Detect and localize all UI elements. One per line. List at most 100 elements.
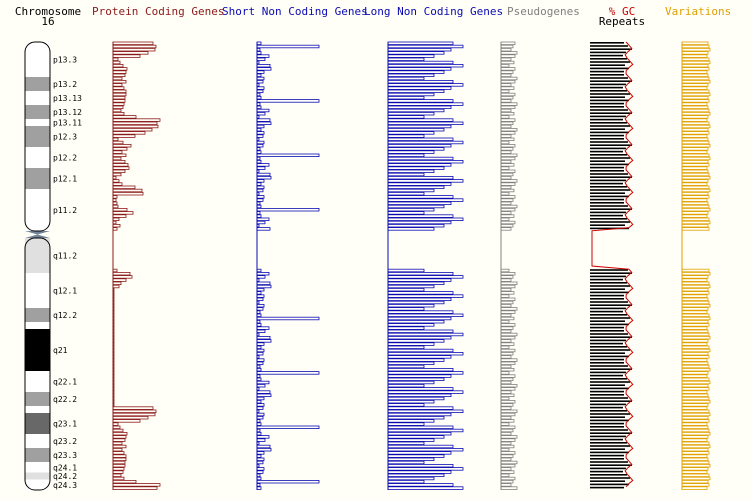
long_nc-bar — [387, 300, 445, 305]
short_nc-bar — [256, 188, 264, 193]
protein-bar — [112, 278, 127, 282]
protein-bar — [112, 166, 130, 170]
protein-bar — [112, 387, 115, 391]
pseudo-bar — [500, 470, 515, 474]
pseudo-bar — [500, 486, 518, 490]
short_nc-bar — [256, 470, 264, 474]
pseudogenes-header: Pseudogenes — [507, 5, 580, 18]
band-label-p11-2: p11.2 — [53, 206, 77, 215]
pseudo-bar — [500, 156, 516, 161]
short_nc-bar — [256, 457, 265, 461]
protein-bar — [112, 140, 124, 145]
repeats-bar — [590, 179, 626, 182]
repeats-bar — [590, 285, 630, 287]
protein-bar — [112, 380, 115, 385]
pseudo-bar — [500, 329, 512, 333]
short_nc-bar — [256, 185, 265, 189]
protein-bar — [112, 179, 120, 183]
variations-bar — [681, 431, 711, 436]
protein-bar — [112, 195, 118, 199]
short_nc-bar — [256, 361, 264, 365]
repeats-bar — [590, 454, 624, 457]
variations-bar — [681, 134, 708, 138]
variations-bar — [681, 70, 708, 74]
short_nc-bar — [256, 137, 260, 141]
repeats-bar — [590, 221, 630, 223]
protein-bar — [112, 159, 126, 164]
variations-bar — [681, 300, 710, 305]
repeats-bar — [590, 429, 628, 431]
repeats-bar — [590, 122, 627, 124]
short_nc-bar — [256, 214, 262, 218]
band-label-q12-2: q12.2 — [53, 311, 77, 320]
protein-bar — [112, 422, 119, 426]
short_nc-bar — [256, 86, 265, 90]
long_nc-bar — [387, 460, 425, 465]
short_nc-bar — [256, 486, 262, 490]
variations-bar — [681, 64, 709, 68]
repeats-bar — [590, 406, 623, 409]
band-label-p13-2: p13.2 — [53, 80, 77, 89]
pseudo-bar — [500, 387, 516, 391]
pseudo-bar — [500, 73, 512, 77]
variations-bar — [681, 73, 709, 77]
variations-bar — [681, 319, 709, 324]
repeats-bar — [590, 208, 632, 210]
long_nc-bar — [387, 115, 425, 119]
short_nc-bar — [256, 124, 265, 129]
short_nc-bar — [256, 83, 260, 87]
long_nc-bar — [387, 185, 445, 189]
long_nc-bar — [387, 358, 445, 362]
pseudo-bar — [500, 175, 512, 180]
repeats-bar — [590, 419, 629, 422]
repeats-bar — [590, 275, 626, 278]
variations-bar — [681, 297, 709, 301]
repeats-bar — [590, 349, 630, 351]
variations-bar — [681, 425, 709, 429]
long_nc-bar — [387, 454, 445, 458]
repeats-bar — [590, 109, 628, 111]
long_nc-bar — [387, 326, 425, 330]
variations-bar — [681, 112, 711, 116]
short_nc-bar — [256, 358, 265, 362]
repeats-bar — [590, 157, 630, 159]
long_nc-bar — [387, 447, 464, 452]
variations-bar — [681, 102, 708, 106]
pseudo-bar — [500, 451, 516, 455]
repeats-bar — [590, 154, 627, 156]
protein-bar — [112, 467, 125, 471]
protein-track — [112, 41, 161, 490]
short_nc-bar — [256, 409, 260, 413]
variations-bar — [681, 326, 708, 330]
variations-bar — [681, 268, 710, 273]
repeats-bar — [590, 448, 625, 450]
pseudo-bar — [500, 444, 515, 449]
long_nc-bar — [387, 83, 464, 87]
long_nc-bar — [387, 281, 445, 285]
short_nc-bar — [256, 399, 262, 404]
variations-bar — [681, 54, 708, 58]
protein-bar — [112, 399, 115, 404]
pseudo-bar — [500, 179, 518, 183]
protein-bar — [112, 131, 146, 135]
variations-bar — [681, 463, 711, 468]
protein-bar — [112, 460, 126, 465]
variations-bar — [681, 348, 711, 353]
repeats-bar — [590, 202, 624, 204]
short_nc-bar — [256, 278, 260, 282]
long_nc-track — [387, 41, 464, 490]
repeats-bar — [590, 330, 624, 332]
variations-bar — [681, 60, 711, 65]
repeats-bar — [590, 307, 626, 310]
pseudo-bar — [500, 419, 515, 423]
short_nc-bar — [256, 92, 261, 97]
repeats-bar — [590, 381, 630, 383]
protein-bar — [112, 297, 115, 301]
long_nc-bar — [387, 364, 425, 369]
short_nc-bar — [256, 441, 260, 445]
pseudo-bar — [500, 60, 515, 65]
short_nc-bar — [256, 140, 265, 145]
protein-bar — [112, 102, 125, 106]
variations-bar — [681, 473, 710, 477]
repeats-bar — [590, 74, 624, 76]
